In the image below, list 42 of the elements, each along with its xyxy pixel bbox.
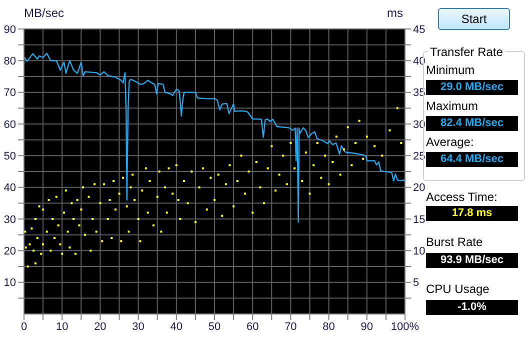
text: 17.8 ms bbox=[426, 206, 518, 221]
text: 93.9 MB/sec bbox=[426, 253, 518, 268]
text: Transfer Rate bbox=[428, 45, 505, 59]
x-tick-label: 40 bbox=[170, 320, 183, 333]
text: 64.4 MB/sec bbox=[426, 152, 518, 167]
y-tick-label: 20 bbox=[4, 246, 16, 258]
x-tick-label: 30 bbox=[132, 320, 144, 333]
y-tick-label: 30 bbox=[4, 214, 16, 226]
text: 29.0 MB/sec bbox=[426, 80, 518, 95]
y2-tick-label: 15 bbox=[413, 214, 426, 226]
x-tick-label: 10 bbox=[56, 320, 68, 333]
text: Start bbox=[438, 8, 510, 30]
text: CPU Usage bbox=[426, 282, 490, 296]
y2-axis-title: ms bbox=[387, 6, 403, 20]
x-tick-label: 60 bbox=[246, 320, 259, 333]
y-tick-label: 50 bbox=[4, 150, 16, 163]
text: Burst Rate bbox=[426, 235, 483, 249]
x-tick-label: 90 bbox=[360, 320, 374, 333]
text: Average: bbox=[426, 135, 474, 149]
x-tick-label: 50 bbox=[208, 320, 221, 333]
text: -1.0% bbox=[426, 300, 518, 315]
y-axis-title: MB/sec bbox=[24, 6, 64, 20]
x-tick-label: 20 bbox=[94, 320, 106, 333]
y2-tick-label: 45 bbox=[413, 24, 426, 36]
x-tick-label: 100% bbox=[390, 320, 420, 333]
text: Access Time: bbox=[426, 190, 498, 204]
line-series bbox=[24, 52, 405, 223]
y-tick-label: 40 bbox=[4, 182, 16, 194]
y2-tick-label: 5 bbox=[413, 277, 420, 290]
text: Minimum bbox=[426, 63, 475, 77]
y-tick-label: 70 bbox=[4, 87, 16, 100]
y2-tick-label: 10 bbox=[413, 246, 426, 258]
text: 82.4 MB/sec bbox=[426, 116, 518, 131]
text: Maximum bbox=[426, 99, 478, 113]
y2-tick-label: 20 bbox=[413, 182, 426, 194]
y-tick-label: 90 bbox=[4, 24, 16, 36]
x-tick-label: 70 bbox=[284, 320, 297, 333]
y-tick-label: 10 bbox=[4, 277, 16, 290]
x-tick-label: 0 bbox=[20, 320, 28, 333]
y-tick-label: 60 bbox=[4, 118, 16, 131]
y-tick-label: 80 bbox=[4, 56, 16, 68]
x-tick-label: 80 bbox=[322, 320, 335, 333]
